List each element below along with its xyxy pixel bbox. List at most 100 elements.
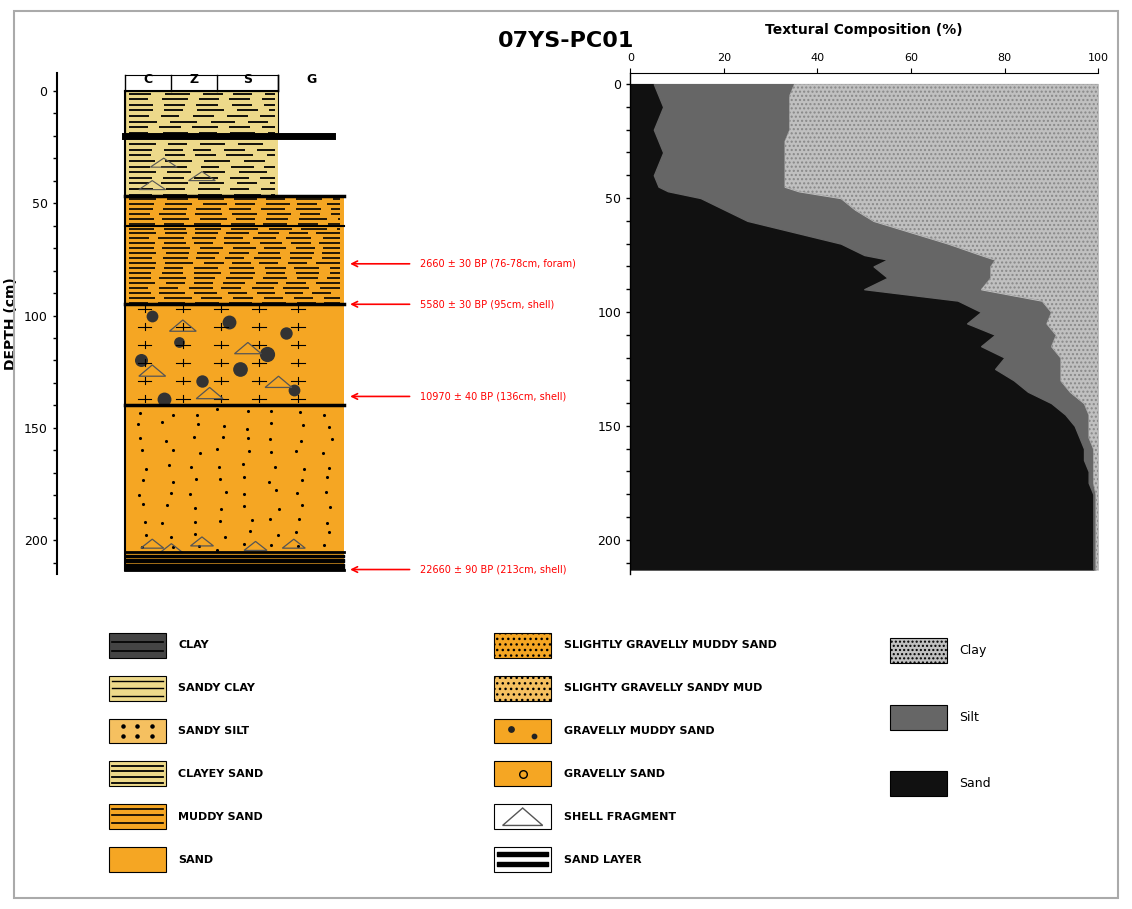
Bar	[126, 135, 278, 196]
Text: SAND: SAND	[179, 854, 214, 864]
Point	[160, 458, 178, 473]
Point	[293, 417, 311, 432]
Text: GRAVELLY SAND: GRAVELLY SAND	[564, 769, 664, 779]
Point	[131, 405, 149, 420]
Point	[503, 721, 521, 735]
Point	[216, 529, 234, 544]
Point	[240, 444, 258, 458]
Point	[288, 444, 306, 458]
Point	[263, 445, 281, 459]
Point	[137, 515, 155, 530]
Y-axis label: DEPTH (cm): DEPTH (cm)	[5, 277, 18, 370]
Point	[143, 719, 161, 734]
Point	[163, 407, 181, 422]
Point	[181, 487, 199, 502]
Point	[261, 404, 280, 418]
Bar	[126, 196, 343, 305]
Point	[234, 456, 252, 471]
Point	[286, 525, 305, 540]
Point	[231, 362, 249, 376]
Point	[288, 485, 306, 500]
Point	[143, 308, 161, 323]
Point	[277, 326, 295, 341]
Bar	[126, 405, 343, 552]
Point	[216, 484, 234, 499]
Point	[114, 719, 132, 734]
Text: G: G	[306, 73, 316, 86]
Point	[261, 538, 280, 553]
Point	[189, 416, 207, 431]
Bar	[494, 675, 551, 701]
Bar	[494, 633, 551, 658]
Point	[211, 459, 229, 474]
Title: Textural Composition (%): Textural Composition (%)	[765, 23, 963, 37]
Point	[260, 474, 278, 489]
Point	[129, 488, 147, 503]
Text: SANDY SILT: SANDY SILT	[179, 726, 249, 736]
Point	[154, 515, 172, 530]
Text: 5580 ± 30 BP (95cm, shell): 5580 ± 30 BP (95cm, shell)	[420, 299, 555, 309]
Point	[235, 536, 254, 551]
Text: SHELL FRAGMENT: SHELL FRAGMENT	[564, 812, 676, 822]
Bar	[109, 675, 166, 701]
Text: 2660 ± 30 BP (76-78cm, foram): 2660 ± 30 BP (76-78cm, foram)	[420, 259, 576, 269]
Point	[269, 502, 288, 516]
Point	[131, 431, 149, 445]
Point	[267, 483, 285, 497]
Point	[153, 415, 171, 430]
Point	[323, 432, 341, 446]
Bar	[494, 847, 551, 872]
Point	[162, 485, 180, 500]
Point	[315, 445, 333, 460]
Point	[289, 539, 307, 554]
Point	[208, 543, 226, 557]
Bar	[126, 91, 278, 135]
Text: SLIGHTY GRAVELLY SANDY MUD: SLIGHTY GRAVELLY SANDY MUD	[564, 684, 762, 694]
Bar	[890, 704, 947, 730]
Bar	[109, 633, 166, 658]
Point	[235, 498, 254, 513]
Point	[258, 346, 276, 361]
Point	[211, 472, 229, 486]
Point	[285, 383, 303, 397]
Text: Z: Z	[190, 73, 199, 86]
Point	[514, 766, 532, 781]
Point	[128, 719, 146, 734]
Bar	[109, 804, 166, 829]
Point	[525, 729, 543, 744]
Point	[212, 501, 230, 515]
Bar	[126, 552, 343, 570]
Point	[290, 512, 308, 526]
Bar	[109, 847, 166, 872]
Bar	[890, 771, 947, 796]
Point	[187, 472, 205, 486]
Point	[157, 498, 175, 513]
Bar	[494, 718, 551, 744]
Point	[320, 500, 338, 514]
Point	[269, 528, 288, 543]
Point	[182, 460, 200, 474]
Bar	[494, 804, 551, 829]
Text: 07YS-PC01: 07YS-PC01	[498, 31, 634, 51]
Point	[234, 470, 252, 484]
Text: CLAY: CLAY	[179, 640, 209, 650]
Point	[211, 514, 229, 528]
Text: 22660 ± 90 BP (213cm, shell): 22660 ± 90 BP (213cm, shell)	[420, 564, 566, 574]
Point	[186, 515, 204, 530]
Point	[243, 513, 261, 527]
Bar	[109, 718, 166, 744]
Point	[190, 446, 208, 461]
Text: 10970 ± 40 BP (136cm, shell): 10970 ± 40 BP (136cm, shell)	[420, 392, 566, 402]
Point	[318, 470, 336, 484]
Point	[239, 404, 257, 418]
Text: Silt: Silt	[960, 711, 979, 724]
Text: S: S	[243, 73, 252, 86]
Point	[157, 434, 175, 448]
Point	[114, 729, 132, 744]
Point	[220, 315, 238, 330]
Point	[134, 539, 152, 554]
Point	[131, 354, 149, 368]
Text: GRAVELLY MUDDY SAND: GRAVELLY MUDDY SAND	[564, 726, 714, 736]
Point	[215, 419, 233, 434]
Point	[134, 473, 152, 487]
